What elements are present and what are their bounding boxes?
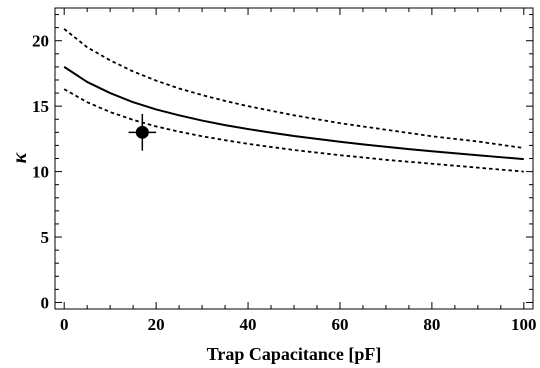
- x-tick-label: 100: [511, 315, 537, 334]
- axis-ticks: 0 20 40 60 80 100 0 5 10 15 20: [32, 8, 537, 334]
- y-tick-label: 20: [32, 32, 49, 51]
- data-point: [135, 125, 149, 139]
- y-tick-label: 10: [32, 163, 49, 182]
- y-axis-title: κ: [9, 152, 31, 163]
- x-tick-label: 60: [331, 315, 348, 334]
- plot-frame: [54, 7, 534, 310]
- y-tick-label: 15: [32, 97, 49, 116]
- x-tick-label: 80: [423, 315, 440, 334]
- x-tick-label: 40: [240, 315, 257, 334]
- solid-fit-line: [63, 66, 524, 161]
- dashed-bound-line: [63, 28, 524, 149]
- y-tick-label: 0: [41, 293, 50, 312]
- points-layer: [128, 114, 157, 151]
- series-layer: [63, 28, 524, 173]
- y-tick-label: 5: [41, 228, 50, 247]
- x-axis-title: Trap Capacitance [pF]: [207, 344, 382, 364]
- x-tick-label: 0: [60, 315, 69, 334]
- x-tick-label: 20: [148, 315, 165, 334]
